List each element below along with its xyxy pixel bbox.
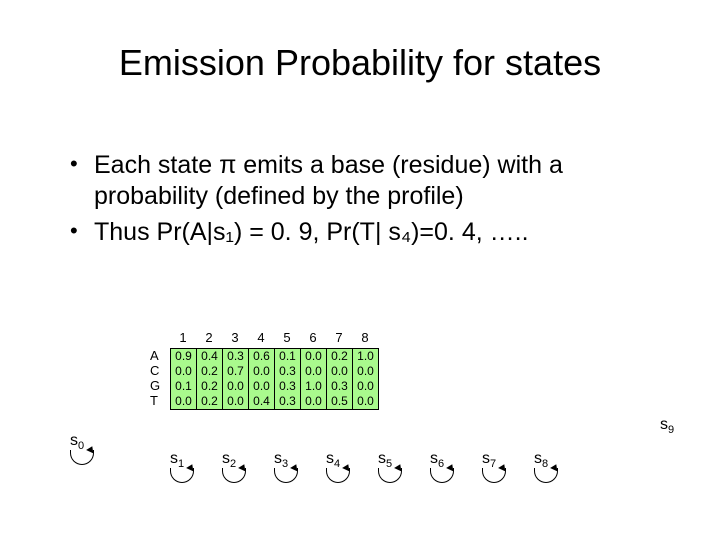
self-loop-icon xyxy=(378,468,402,483)
state-base: s xyxy=(534,450,542,467)
matrix-cell: 0.2 xyxy=(197,364,223,379)
matrix-row-label: G xyxy=(150,378,160,393)
matrix-cell: 0.0 xyxy=(249,364,275,379)
matrix-cell: 0.0 xyxy=(301,364,327,379)
matrix-cell: 0.0 xyxy=(301,349,327,364)
matrix-cell: 0.4 xyxy=(249,394,275,409)
matrix-cell: 0.0 xyxy=(223,379,249,394)
bullet-text: Each state π emits a base (residue) with… xyxy=(94,150,670,213)
matrix-cell: 0.2 xyxy=(197,394,223,409)
matrix-cell: 0.0 xyxy=(223,394,249,409)
matrix-cell: 0.7 xyxy=(223,364,249,379)
state-end-label: s9 xyxy=(660,416,674,436)
matrix-col-header: 3 xyxy=(222,330,248,345)
matrix-cell: 0.0 xyxy=(249,379,275,394)
state-base: s xyxy=(70,432,78,449)
self-loop-icon xyxy=(534,468,558,483)
state-base: s xyxy=(430,450,438,467)
matrix-row: 0.10.20.00.00.31.00.30.0 xyxy=(171,379,378,394)
state-base: s xyxy=(170,450,178,467)
bullet-dot-icon: • xyxy=(70,217,94,246)
state-base: s xyxy=(326,450,334,467)
matrix-col-header: 2 xyxy=(196,330,222,345)
matrix-row-labels: ACGT xyxy=(150,348,160,408)
matrix-cell: 0.1 xyxy=(275,349,301,364)
state-item: s8 xyxy=(534,450,558,483)
matrix-cell: 0.0 xyxy=(327,364,353,379)
self-loop-icon xyxy=(430,468,454,483)
matrix-col-headers: 12345678 xyxy=(170,330,378,345)
matrix-col-header: 8 xyxy=(352,330,378,345)
state-item: s2 xyxy=(222,450,246,483)
matrix-row: 0.00.20.70.00.30.00.00.0 xyxy=(171,364,378,379)
matrix-cell: 0.0 xyxy=(353,394,378,409)
matrix-grid: 0.90.40.30.60.10.00.21.00.00.20.70.00.30… xyxy=(170,348,379,410)
state-sub: 9 xyxy=(668,424,674,436)
matrix-cell: 0.3 xyxy=(275,364,301,379)
self-loop-icon xyxy=(70,450,94,465)
matrix-cell: 0.4 xyxy=(197,349,223,364)
matrix-row: 0.90.40.30.60.10.00.21.0 xyxy=(171,349,378,364)
matrix-row-label: C xyxy=(150,363,160,378)
state-row: s0 s1s2s3s4s5s6s7s8 xyxy=(70,450,690,500)
matrix-cell: 0.2 xyxy=(327,349,353,364)
matrix-row: 0.00.20.00.40.30.00.50.0 xyxy=(171,394,378,409)
state-start: s0 xyxy=(70,432,94,465)
page-title: Emission Probability for states xyxy=(0,42,720,84)
self-loop-icon xyxy=(274,468,298,483)
state-base: s xyxy=(378,450,386,467)
bullet-item: • Each state π emits a base (residue) wi… xyxy=(70,150,670,213)
matrix-col-header: 5 xyxy=(274,330,300,345)
state-base: s xyxy=(482,450,490,467)
state-base: s xyxy=(660,416,668,433)
self-loop-icon xyxy=(222,468,246,483)
matrix-cell: 0.0 xyxy=(171,394,197,409)
self-loop-icon xyxy=(170,468,194,483)
matrix-col-header: 1 xyxy=(170,330,196,345)
self-loop-icon xyxy=(482,468,506,483)
matrix-cell: 0.2 xyxy=(197,379,223,394)
state-item: s3 xyxy=(274,450,298,483)
matrix-cell: 0.0 xyxy=(353,379,378,394)
matrix-cell: 0.0 xyxy=(171,364,197,379)
matrix-cell: 0.0 xyxy=(301,394,327,409)
state-item: s5 xyxy=(378,450,402,483)
bullet-dot-icon: • xyxy=(70,150,94,179)
state-item: s4 xyxy=(326,450,350,483)
matrix-cell: 0.6 xyxy=(249,349,275,364)
matrix-cell: 0.1 xyxy=(171,379,197,394)
matrix-cell: 0.3 xyxy=(275,379,301,394)
matrix-cell: 0.0 xyxy=(353,364,378,379)
matrix-cell: 0.5 xyxy=(327,394,353,409)
bullet-list: • Each state π emits a base (residue) wi… xyxy=(70,150,670,252)
matrix-col-header: 4 xyxy=(248,330,274,345)
state-item: s6 xyxy=(430,450,454,483)
matrix-row-label: A xyxy=(150,348,160,363)
bullet-text: Thus Pr(A|s₁) = 0. 9, Pr(T| s₄)=0. 4, ….… xyxy=(94,217,670,248)
slide: Emission Probability for states • Each s… xyxy=(0,0,720,540)
matrix-col-header: 7 xyxy=(326,330,352,345)
state-base: s xyxy=(222,450,230,467)
matrix-cell: 0.3 xyxy=(327,379,353,394)
self-loop-icon xyxy=(326,468,350,483)
matrix-col-header: 6 xyxy=(300,330,326,345)
matrix-cell: 0.3 xyxy=(223,349,249,364)
matrix-cell: 1.0 xyxy=(301,379,327,394)
state-base: s xyxy=(274,450,282,467)
matrix-cell: 0.9 xyxy=(171,349,197,364)
bullet-item: • Thus Pr(A|s₁) = 0. 9, Pr(T| s₄)=0. 4, … xyxy=(70,217,670,248)
state-item: s1 xyxy=(170,450,194,483)
matrix-cell: 0.3 xyxy=(275,394,301,409)
matrix-row-label: T xyxy=(150,393,160,408)
matrix-cell: 1.0 xyxy=(353,349,378,364)
state-item: s7 xyxy=(482,450,506,483)
